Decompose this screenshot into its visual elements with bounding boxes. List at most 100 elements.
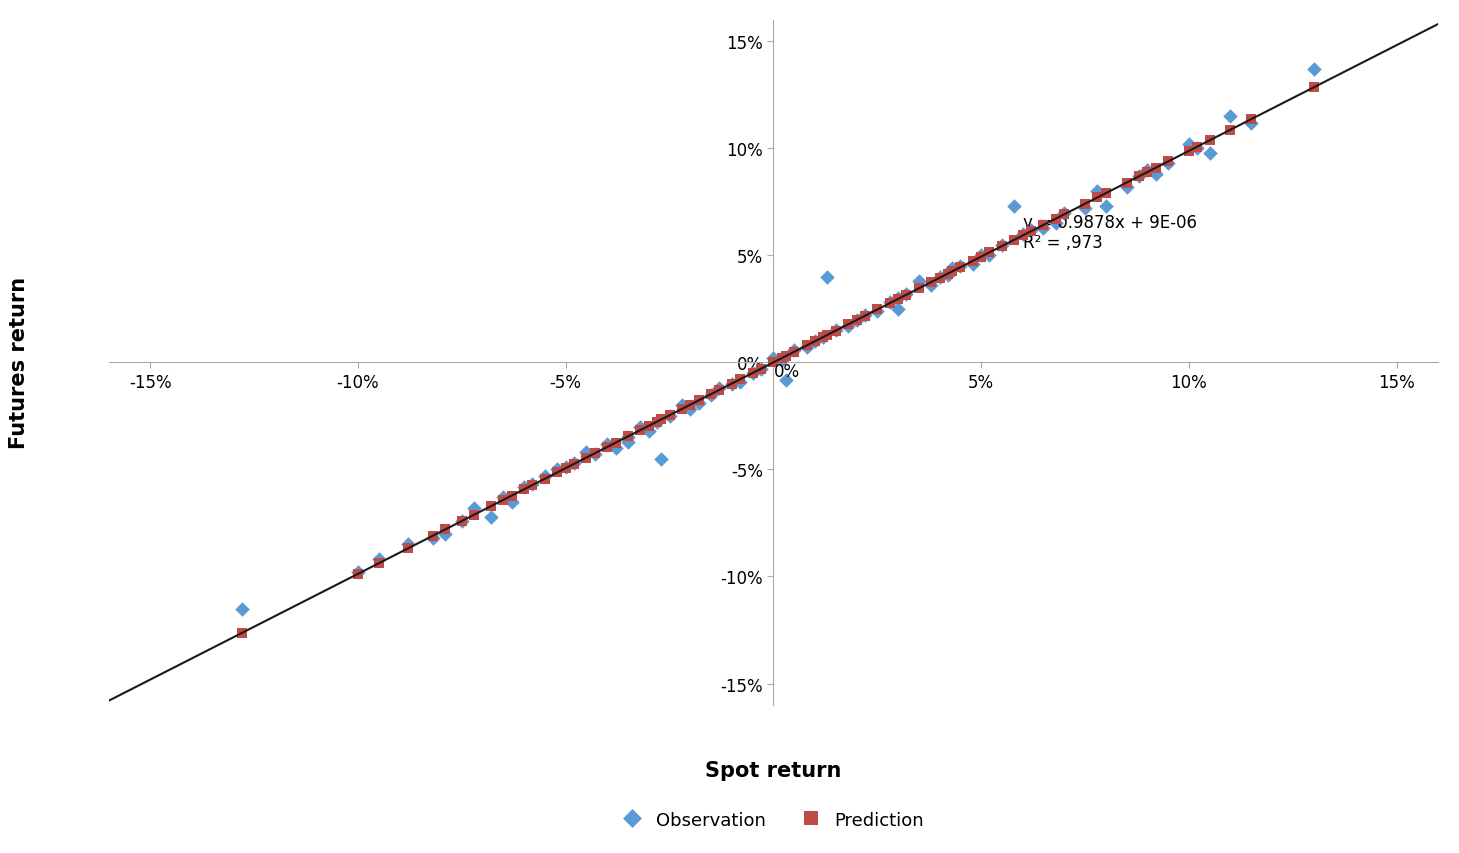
Prediction <box>1115 177 1138 190</box>
Observation <box>463 502 486 515</box>
Observation <box>1301 63 1325 77</box>
Prediction <box>928 271 951 285</box>
Prediction <box>451 514 474 528</box>
X-axis label: Spot return: Spot return <box>705 760 842 780</box>
Observation <box>584 448 607 461</box>
Observation <box>433 527 457 541</box>
Prediction <box>762 356 785 369</box>
Legend: Observation, Prediction: Observation, Prediction <box>616 803 931 836</box>
Observation <box>854 309 877 322</box>
Prediction <box>865 304 889 317</box>
Observation <box>638 425 661 438</box>
Observation <box>554 461 578 474</box>
Prediction <box>492 493 515 507</box>
Prediction <box>961 255 985 269</box>
Prediction <box>649 413 673 426</box>
Observation <box>397 538 420 552</box>
Observation <box>346 566 369 579</box>
Observation <box>492 490 515 504</box>
Prediction <box>894 288 918 302</box>
Prediction <box>1177 145 1201 159</box>
Observation <box>1020 223 1043 237</box>
Prediction <box>546 466 569 479</box>
Observation <box>887 303 910 316</box>
Observation <box>978 249 1001 263</box>
Observation <box>1094 200 1118 214</box>
Observation <box>533 469 556 483</box>
Text: 0%: 0% <box>773 363 800 381</box>
Observation <box>699 388 722 402</box>
Prediction <box>512 483 535 496</box>
Prediction <box>231 626 254 640</box>
Prediction <box>1186 141 1210 154</box>
Observation <box>1186 142 1210 156</box>
Prediction <box>584 447 607 461</box>
Observation <box>670 399 693 413</box>
Prediction <box>638 420 661 433</box>
Observation <box>604 442 627 456</box>
Observation <box>629 421 652 434</box>
Prediction <box>816 328 839 342</box>
Observation <box>721 378 744 392</box>
Prediction <box>887 293 910 306</box>
Prediction <box>629 424 652 438</box>
Observation <box>1052 206 1075 220</box>
Observation <box>750 363 773 376</box>
Prediction <box>645 415 668 429</box>
Prediction <box>1240 113 1263 127</box>
Prediction <box>824 324 848 338</box>
Observation <box>969 249 992 263</box>
Prediction <box>919 276 943 289</box>
Prediction <box>604 437 627 450</box>
Observation <box>649 452 673 466</box>
Observation <box>1198 147 1221 160</box>
Observation <box>479 510 502 524</box>
Prediction <box>1002 234 1026 247</box>
Observation <box>1218 110 1242 124</box>
Prediction <box>616 430 639 444</box>
Prediction <box>658 409 681 422</box>
Prediction <box>878 297 902 310</box>
Observation <box>616 431 639 444</box>
Prediction <box>1198 134 1221 148</box>
Prediction <box>887 293 910 306</box>
Prediction <box>595 441 619 455</box>
Observation <box>678 403 702 417</box>
Prediction <box>1128 171 1151 184</box>
Observation <box>1045 218 1068 231</box>
Observation <box>1128 170 1151 183</box>
Prediction <box>937 267 960 281</box>
Prediction <box>1052 208 1075 222</box>
Observation <box>816 270 839 284</box>
Prediction <box>670 403 693 416</box>
Prediction <box>422 530 445 543</box>
Prediction <box>770 352 794 366</box>
Prediction <box>741 367 765 380</box>
Observation <box>616 435 639 449</box>
Prediction <box>854 310 877 323</box>
Observation <box>948 260 972 274</box>
Prediction <box>368 557 391 571</box>
Prediction <box>811 331 835 345</box>
Observation <box>687 397 711 410</box>
Observation <box>836 320 859 334</box>
Observation <box>1011 228 1034 241</box>
Observation <box>824 324 848 338</box>
Observation <box>1177 138 1201 152</box>
Prediction <box>721 377 744 391</box>
Observation <box>782 343 805 357</box>
Prediction <box>1020 225 1043 239</box>
Observation <box>919 279 943 293</box>
Prediction <box>678 398 702 412</box>
Observation <box>1002 200 1026 214</box>
Observation <box>894 287 918 301</box>
Observation <box>961 258 985 271</box>
Observation <box>512 480 535 494</box>
Observation <box>878 296 902 310</box>
Observation <box>907 275 931 288</box>
Observation <box>645 416 668 430</box>
Observation <box>770 354 794 368</box>
Prediction <box>1011 229 1034 243</box>
Prediction <box>554 461 578 475</box>
Prediction <box>500 490 524 503</box>
